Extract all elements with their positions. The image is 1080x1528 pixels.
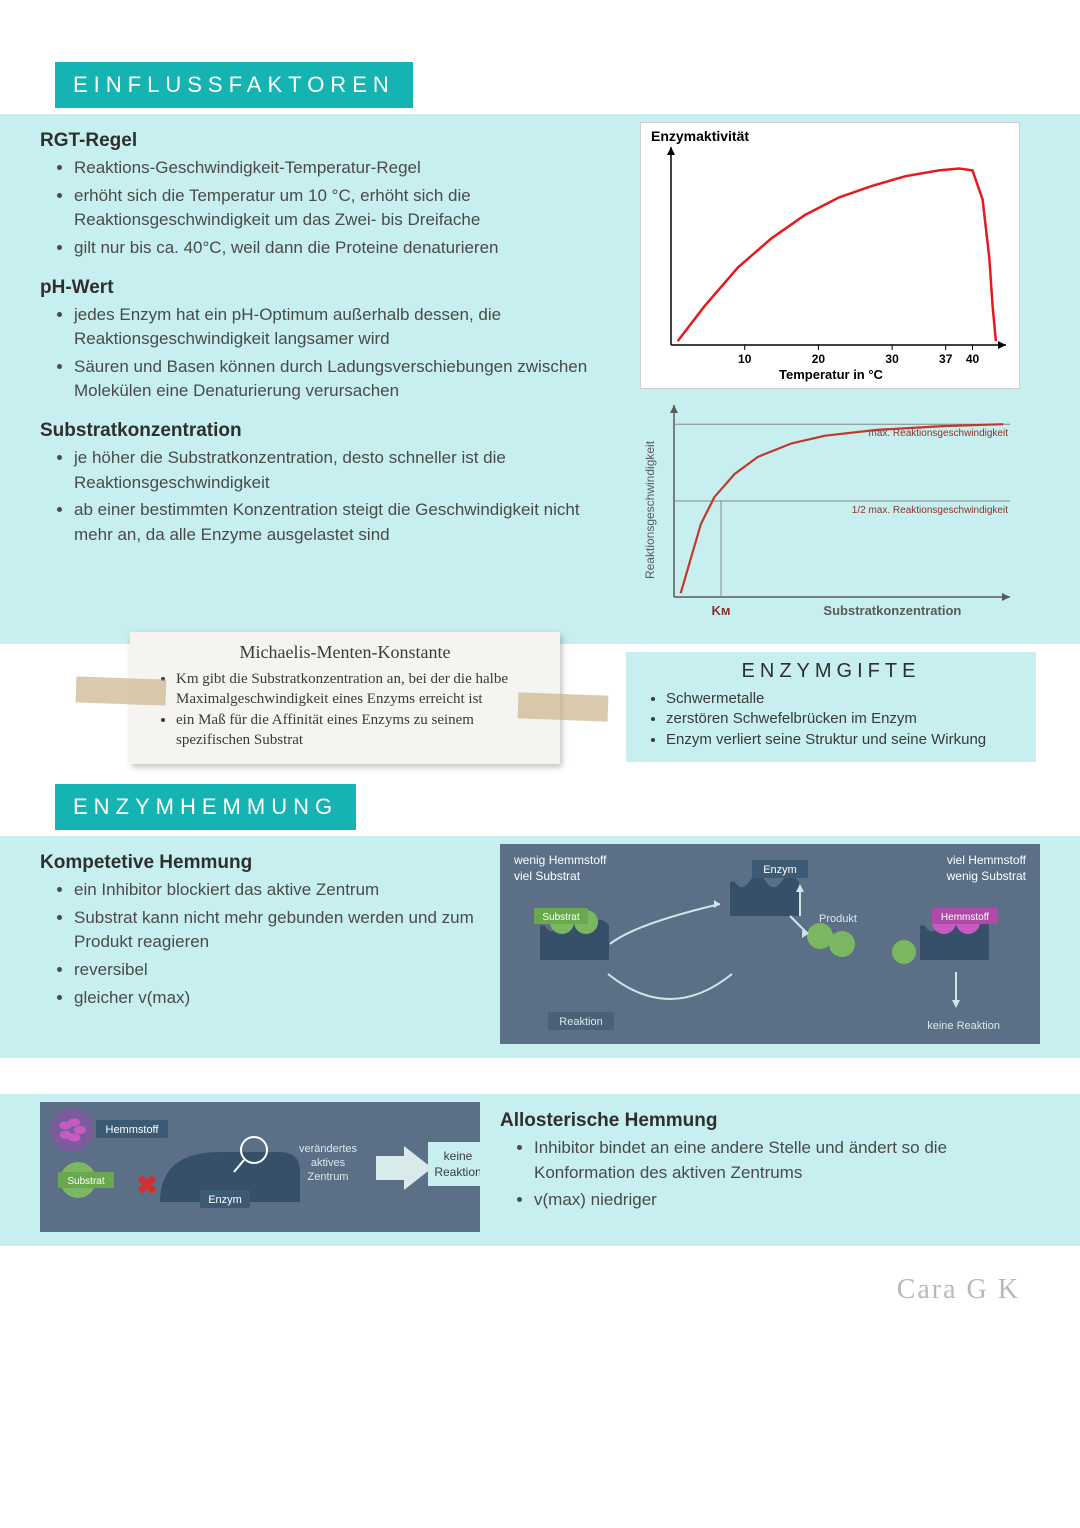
band-einflussfaktoren: RGT-Regel Reaktions-Geschwindigkeit-Temp… xyxy=(0,114,1080,644)
svg-text:viel Substrat: viel Substrat xyxy=(514,869,581,883)
svg-text:Substrat: Substrat xyxy=(67,1176,104,1187)
svg-text:Reaktion: Reaktion xyxy=(434,1165,480,1179)
svg-text:wenig Hemmstoff: wenig Hemmstoff xyxy=(513,853,607,867)
svg-text:Substratkonzentration: Substratkonzentration xyxy=(823,603,961,618)
svg-text:wenig Substrat: wenig Substrat xyxy=(946,869,1027,883)
list-rgt: Reaktions-Geschwindigkeit-Temperatur-Reg… xyxy=(40,156,620,261)
chart-michaelis-menten: Reaktionsgeschwindigkeit max. Reaktionsg… xyxy=(640,395,1020,630)
tape-decoration xyxy=(76,676,167,705)
list-allosterische: Inhibitor bindet an eine andere Stelle u… xyxy=(500,1136,1020,1213)
svg-text:keine Reaktion: keine Reaktion xyxy=(927,1020,1000,1032)
chart-temperature: Enzymaktivität 10 20 30 37 40 Temperatur in … xyxy=(640,122,1020,389)
svg-text:viel Hemmstoff: viel Hemmstoff xyxy=(947,853,1027,867)
heading-allosterische: Allosterische Hemmung xyxy=(500,1110,1020,1132)
svg-text:Hemmstoff: Hemmstoff xyxy=(941,912,989,923)
svg-text:Enzym: Enzym xyxy=(208,1194,242,1206)
svg-text:Substrat: Substrat xyxy=(542,912,579,923)
heading-ph: pH-Wert xyxy=(40,277,620,299)
band-allosterische: Hemmstoff Substrat ✖ Enzym verändertes aktive… xyxy=(0,1094,1080,1246)
list-kompetitive: ein Inhibitor blockiert das aktive Zentr… xyxy=(40,878,480,1010)
svg-text:Reaktionsgeschwindigkeit: Reaktionsgeschwindigkeit xyxy=(643,440,657,579)
svg-text:Hemmstoff: Hemmstoff xyxy=(106,1124,160,1136)
svg-text:Produkt: Produkt xyxy=(819,913,857,925)
heading-substrate: Substratkonzentration xyxy=(40,420,620,442)
svg-text:Enzym: Enzym xyxy=(763,864,797,876)
tape-decoration xyxy=(518,692,609,721)
note-michaelis-menten: Michaelis-Menten-Konstante Km gibt die S… xyxy=(130,632,560,764)
svg-text:Kᴍ: Kᴍ xyxy=(712,603,731,618)
svg-text:40: 40 xyxy=(966,352,980,366)
heading-rgt: RGT-Regel xyxy=(40,130,620,152)
box-enzymgifte: ENZYMGIFTE Schwermetalle zerstören Schwe… xyxy=(626,652,1036,762)
svg-text:Enzymaktivität: Enzymaktivität xyxy=(651,128,749,144)
section-title-enzymhemmung: ENZYMHEMMUNG xyxy=(55,784,356,830)
svg-text:37: 37 xyxy=(939,352,953,366)
heading-kompetitive: Kompetetive Hemmung xyxy=(40,852,480,874)
section-title-einflussfaktoren: EINFLUSSFAKTOREN xyxy=(55,62,413,108)
svg-text:20: 20 xyxy=(812,352,826,366)
diagram-kompetitive: wenig Hemmstoff viel Substrat viel Hemmsto… xyxy=(500,844,1040,1044)
svg-text:aktives: aktives xyxy=(311,1157,346,1169)
list-ph: jedes Enzym hat ein pH-Optimum außerhalb… xyxy=(40,303,620,405)
svg-text:10: 10 xyxy=(738,352,752,366)
svg-text:Temperatur in °C: Temperatur in °C xyxy=(779,367,884,382)
diagram-allosterische: Hemmstoff Substrat ✖ Enzym verändertes aktive… xyxy=(40,1102,480,1232)
list-substrate: je höher die Substratkonzentration, dest… xyxy=(40,446,620,548)
footer-signature: Cara G K xyxy=(0,1246,1080,1326)
svg-text:keine: keine xyxy=(444,1149,473,1163)
svg-text:Reaktion: Reaktion xyxy=(559,1016,602,1028)
svg-text:✖: ✖ xyxy=(136,1170,158,1200)
svg-text:verändertes: verändertes xyxy=(299,1143,358,1155)
svg-text:Zentrum: Zentrum xyxy=(308,1171,349,1183)
svg-text:1/2 max. Reaktionsgeschwindigk: 1/2 max. Reaktionsgeschwindigkeit xyxy=(852,505,1008,516)
svg-text:30: 30 xyxy=(885,352,899,366)
band-enzymhemmung: Kompetetive Hemmung ein Inhibitor blocki… xyxy=(0,836,1080,1058)
